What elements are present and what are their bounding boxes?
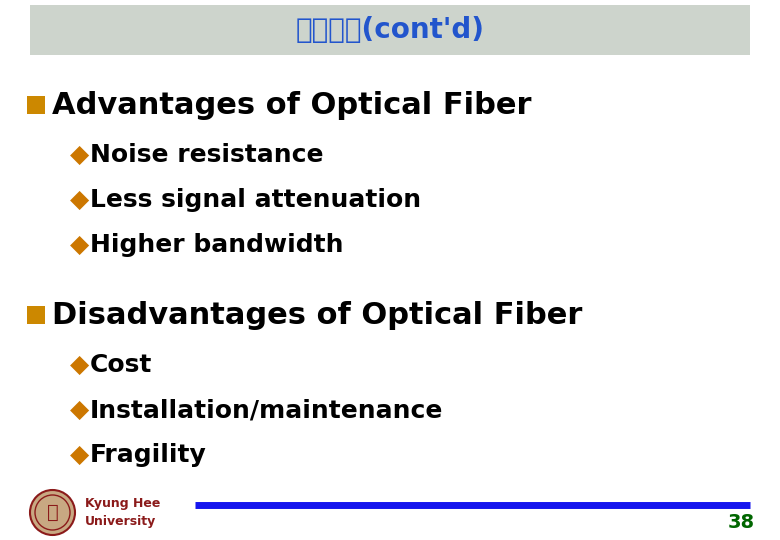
Text: 38: 38 [728, 514, 755, 532]
Text: Advantages of Optical Fiber: Advantages of Optical Fiber [52, 91, 531, 119]
Bar [27, 96, 45, 114]
Text: ◆: ◆ [70, 398, 89, 422]
Text: Kyung Hee
University: Kyung Hee University [85, 496, 161, 528]
Text: Fragility: Fragility [90, 443, 207, 467]
Circle shape [30, 490, 75, 535]
Text: ◆: ◆ [70, 353, 89, 377]
Text: Disadvantages of Optical Fiber: Disadvantages of Optical Fiber [52, 300, 583, 329]
Bar [27, 306, 45, 324]
Text: ◆: ◆ [70, 188, 89, 212]
Text: ⛪: ⛪ [47, 503, 58, 522]
Text: Less signal attenuation: Less signal attenuation [90, 188, 421, 212]
Text: 유도매체(cont'd): 유도매체(cont'd) [296, 16, 484, 44]
Text: ◆: ◆ [70, 443, 89, 467]
Text: Cost: Cost [90, 353, 152, 377]
Text: Higher bandwidth: Higher bandwidth [90, 233, 343, 257]
Text: ◆: ◆ [70, 233, 89, 257]
Text: ◆: ◆ [70, 143, 89, 167]
Bar [30, 5, 750, 55]
Text: Installation/maintenance: Installation/maintenance [90, 398, 443, 422]
Text: Noise resistance: Noise resistance [90, 143, 324, 167]
